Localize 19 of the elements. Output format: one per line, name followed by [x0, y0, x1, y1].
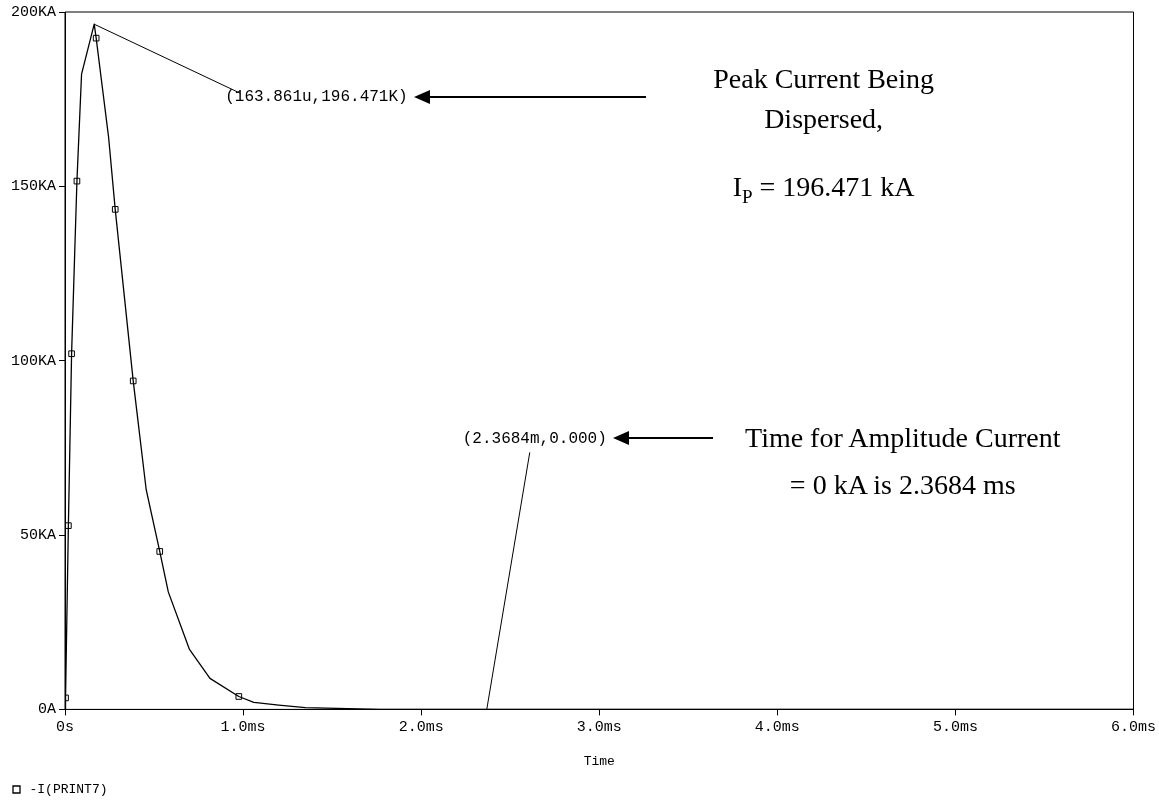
y-tick-label: 50KA [19, 527, 56, 545]
x-tick-label: 0s [55, 719, 75, 737]
x-tick-label: 3.0ms [576, 719, 622, 737]
legend-label: -I(PRINT7) [29, 781, 108, 797]
annotation: (2.3684m,0.000) [462, 429, 607, 448]
x-tick-label: 2.0ms [398, 719, 444, 737]
x-tick-label: 6.0ms [1110, 719, 1156, 737]
y-tick-label: 150KA [10, 178, 56, 196]
annotation: I$_{P}$ = 196.471 kA [731, 170, 916, 209]
x-tick-label: 1.0ms [220, 719, 266, 737]
x-axis-title: Time [583, 753, 615, 769]
y-tick-label: 100KA [10, 352, 56, 370]
annotation: Peak Current Being Dispersed, [712, 62, 936, 137]
y-tick-label: 200KA [10, 3, 56, 21]
y-tick-label: 0A [37, 701, 56, 719]
x-tick-label: 4.0ms [754, 719, 800, 737]
x-tick-label: 5.0ms [932, 719, 978, 737]
annotation: Time for Amplitude Current = 0 kA is 2.3684 ms [744, 421, 1062, 503]
annotation: (163.861u,196.471K) [225, 88, 408, 107]
